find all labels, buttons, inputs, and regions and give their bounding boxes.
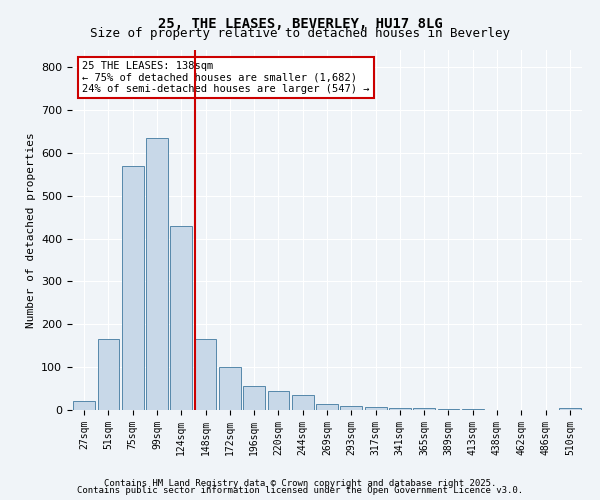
Bar	[316, 404, 338, 410]
Bar	[462, 409, 484, 410]
Bar	[268, 390, 289, 410]
Text: 25 THE LEASES: 138sqm
← 75% of detached houses are smaller (1,682)
24% of semi-d: 25 THE LEASES: 138sqm ← 75% of detached …	[82, 61, 370, 94]
Text: Size of property relative to detached houses in Beverley: Size of property relative to detached ho…	[90, 28, 510, 40]
Bar	[122, 166, 143, 410]
Bar	[292, 395, 314, 410]
Bar	[413, 408, 435, 410]
Text: Contains public sector information licensed under the Open Government Licence v3: Contains public sector information licen…	[77, 486, 523, 495]
Y-axis label: Number of detached properties: Number of detached properties	[26, 132, 35, 328]
Bar	[146, 138, 168, 410]
Bar	[389, 408, 411, 410]
Bar	[219, 367, 241, 410]
Bar	[73, 402, 95, 410]
Bar	[365, 406, 386, 410]
Text: Contains HM Land Registry data © Crown copyright and database right 2025.: Contains HM Land Registry data © Crown c…	[104, 478, 496, 488]
Bar	[559, 408, 581, 410]
Bar	[243, 386, 265, 410]
Bar	[194, 340, 217, 410]
Bar	[170, 226, 192, 410]
Bar	[97, 340, 119, 410]
Bar	[437, 408, 460, 410]
Text: 25, THE LEASES, BEVERLEY, HU17 8LG: 25, THE LEASES, BEVERLEY, HU17 8LG	[158, 18, 442, 32]
Bar	[340, 406, 362, 410]
